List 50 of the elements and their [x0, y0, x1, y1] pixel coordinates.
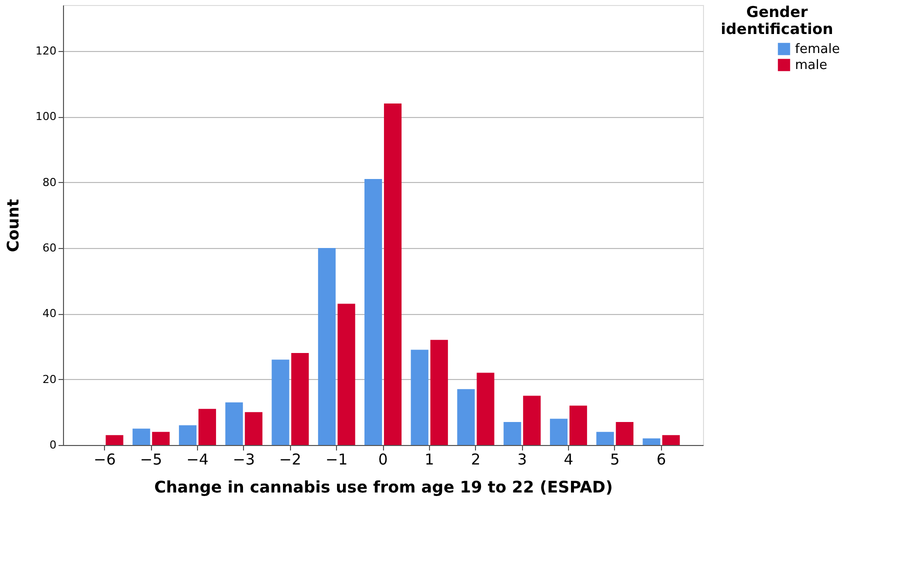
bar	[225, 402, 243, 445]
bar	[291, 353, 309, 445]
x-tick-label: 0	[378, 450, 388, 468]
y-tick-label: 120	[36, 44, 56, 58]
bar	[198, 408, 216, 445]
legend-label: male	[795, 58, 828, 73]
bar	[662, 435, 680, 445]
x-tick-label: −1	[326, 450, 348, 468]
bar	[152, 432, 170, 445]
bar	[178, 425, 197, 445]
bar	[457, 389, 475, 445]
bar	[410, 350, 428, 445]
x-tick-label: 4	[564, 450, 574, 468]
bar	[132, 428, 150, 445]
y-tick-label: 60	[42, 241, 56, 254]
bar	[244, 412, 262, 445]
bar	[476, 372, 494, 445]
x-axis-title: Change in cannabis use from age 19 to 22 (ESPAD)	[154, 478, 613, 496]
bar	[338, 304, 356, 445]
bar	[384, 104, 402, 445]
bar	[569, 406, 588, 445]
bar	[550, 418, 568, 445]
x-tick-label: −6	[94, 450, 116, 468]
legend-label: female	[795, 42, 840, 57]
legend-title: Gender identification	[720, 3, 834, 38]
bar	[272, 360, 290, 445]
x-tick-label: −2	[279, 450, 302, 468]
x-tick-label: 1	[424, 450, 434, 468]
y-tick-label: 100	[36, 110, 56, 124]
x-tick-label: 6	[656, 450, 666, 468]
x-tick-label: −4	[186, 450, 209, 468]
bar	[642, 438, 660, 445]
bar	[504, 422, 522, 445]
bar	[430, 340, 448, 445]
y-tick-label: 0	[50, 438, 56, 452]
bar	[523, 396, 541, 445]
y-tick-label: 40	[42, 307, 56, 320]
y-tick-label: 20	[42, 372, 56, 386]
bar	[318, 248, 336, 445]
y-tick-label: 80	[42, 176, 56, 189]
bar	[616, 422, 634, 445]
x-tick-label: −3	[232, 450, 255, 468]
x-tick-label: 5	[610, 450, 620, 468]
y-axis-title: Count	[4, 198, 23, 252]
bar	[596, 432, 614, 445]
bar	[364, 179, 382, 445]
bar	[106, 435, 124, 445]
x-tick-label: 3	[517, 450, 527, 468]
x-tick-label: 2	[470, 450, 481, 468]
x-tick-label: −5	[140, 450, 162, 468]
